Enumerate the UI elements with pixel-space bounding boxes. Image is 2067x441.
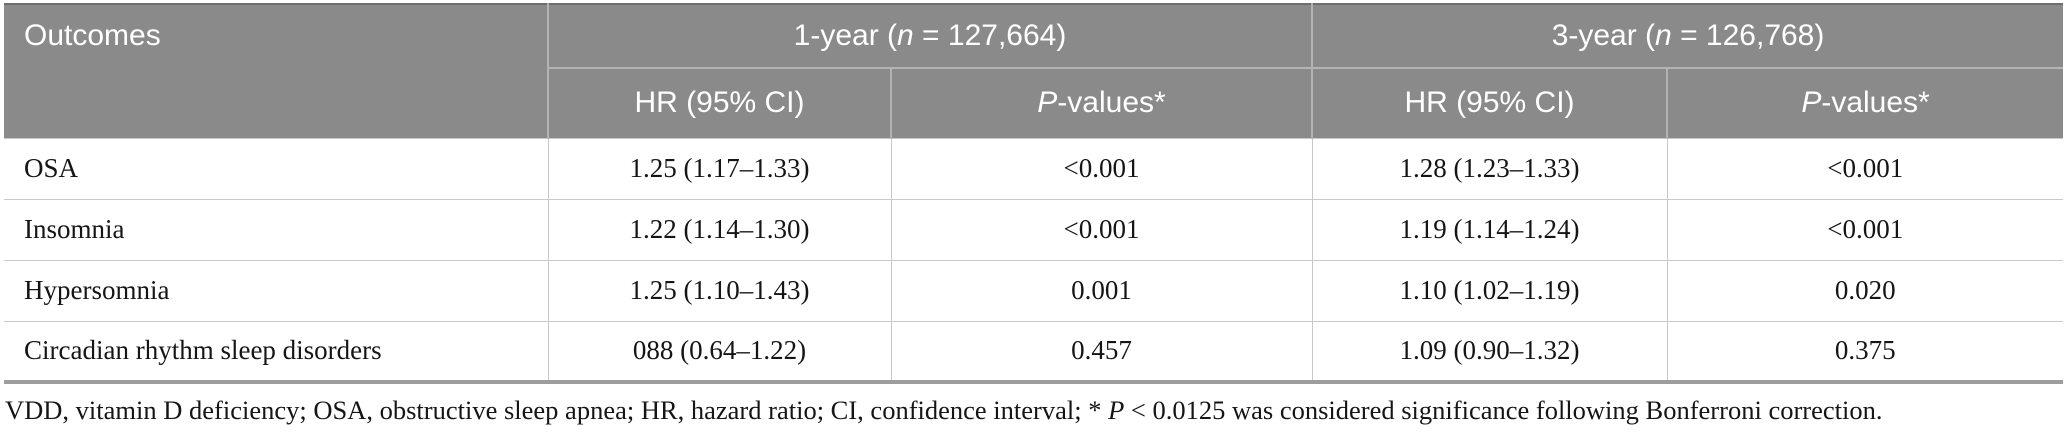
header-cell-pvalues-3year: P-values* bbox=[1666, 67, 2064, 138]
cell-hr-1y: 1.25 (1.10–1.43) bbox=[547, 259, 891, 321]
cell-outcome: Circadian rhythm sleep disorders bbox=[4, 320, 548, 382]
hr-1year-label: HR (95% CI) bbox=[634, 86, 805, 120]
table-row-circadian: Circadian rhythm sleep disorders 088 (0.… bbox=[4, 320, 2064, 382]
group-3year-n-symbol: n bbox=[1655, 19, 1672, 52]
table-body: OSA 1.25 (1.17–1.33) <0.001 1.28 (1.23–1… bbox=[4, 137, 2064, 382]
group-1year-n-symbol: n bbox=[897, 19, 914, 52]
outcomes-header-label: Outcomes bbox=[24, 19, 161, 52]
cell-p-1y: <0.001 bbox=[890, 137, 1313, 199]
header-row-subheaders: HR (95% CI) P-values* HR (95% CI) P-valu… bbox=[4, 67, 2064, 138]
group-1year-prefix: 1-year ( bbox=[793, 19, 898, 52]
table-footnote: VDD, vitamin D deficiency; OSA, obstruct… bbox=[4, 395, 2063, 426]
cell-p-3y: <0.001 bbox=[1666, 137, 2064, 199]
group-1year-suffix: = 127,664) bbox=[913, 19, 1067, 52]
pvalues-1year-suffix: -values* bbox=[1057, 86, 1166, 120]
cell-hr-3y: 1.09 (0.90–1.32) bbox=[1311, 320, 1668, 382]
table-row-hypersomnia: Hypersomnia 1.25 (1.10–1.43) 0.001 1.10 … bbox=[4, 259, 2064, 321]
pvalues-3year-p: P bbox=[1801, 86, 1822, 120]
group-3year-prefix: 3-year ( bbox=[1551, 19, 1656, 52]
header-cell-group-1year: 1-year (n = 127,664) bbox=[546, 4, 1313, 68]
header-cell-outcomes: Outcomes bbox=[4, 4, 548, 138]
cell-hr-1y: 1.25 (1.17–1.33) bbox=[547, 137, 891, 199]
table-header: Outcomes 1-year (n = 127,664) 3-year (n … bbox=[4, 4, 2064, 138]
cell-p-3y: <0.001 bbox=[1666, 198, 2064, 260]
cell-p-1y: <0.001 bbox=[890, 198, 1313, 260]
outcomes-hazard-table: Outcomes 1-year (n = 127,664) 3-year (n … bbox=[4, 3, 2064, 384]
footnote-p-symbol: P bbox=[1108, 395, 1125, 425]
cell-hr-3y: 1.19 (1.14–1.24) bbox=[1311, 198, 1668, 260]
hr-3year-label: HR (95% CI) bbox=[1404, 86, 1575, 120]
cell-hr-3y: 1.28 (1.23–1.33) bbox=[1311, 137, 1668, 199]
cell-hr-3y: 1.10 (1.02–1.19) bbox=[1311, 259, 1668, 321]
header-cell-hr-3year: HR (95% CI) bbox=[1311, 67, 1668, 138]
header-cell-group-3year: 3-year (n = 126,768) bbox=[1311, 4, 2064, 68]
pvalues-1year-p: P bbox=[1037, 86, 1058, 120]
header-cell-pvalues-1year: P-values* bbox=[889, 67, 1313, 138]
cell-hr-1y: 1.22 (1.14–1.30) bbox=[547, 198, 891, 260]
footnote-significance-note: < 0.0125 was considered significance fol… bbox=[1124, 395, 1883, 425]
group-3year-suffix: = 126,768) bbox=[1671, 19, 1825, 52]
cell-hr-1y: 088 (0.64–1.22) bbox=[547, 320, 891, 382]
cell-outcome: OSA bbox=[4, 137, 548, 199]
cell-p-1y: 0.457 bbox=[890, 320, 1313, 382]
header-row-groups: Outcomes 1-year (n = 127,664) 3-year (n … bbox=[4, 4, 2064, 138]
cell-outcome: Insomnia bbox=[4, 198, 548, 260]
cell-p-3y: 0.375 bbox=[1666, 320, 2064, 382]
table-row-insomnia: Insomnia 1.22 (1.14–1.30) <0.001 1.19 (1… bbox=[4, 198, 2064, 260]
cell-p-1y: 0.001 bbox=[890, 259, 1313, 321]
table-row-osa: OSA 1.25 (1.17–1.33) <0.001 1.28 (1.23–1… bbox=[4, 137, 2064, 199]
pvalues-3year-suffix: -values* bbox=[1821, 86, 1930, 120]
header-cell-hr-1year: HR (95% CI) bbox=[547, 67, 891, 138]
cell-p-3y: 0.020 bbox=[1666, 259, 2064, 321]
cell-outcome: Hypersomnia bbox=[4, 259, 548, 321]
footnote-abbreviations: VDD, vitamin D deficiency; OSA, obstruct… bbox=[5, 395, 1109, 425]
